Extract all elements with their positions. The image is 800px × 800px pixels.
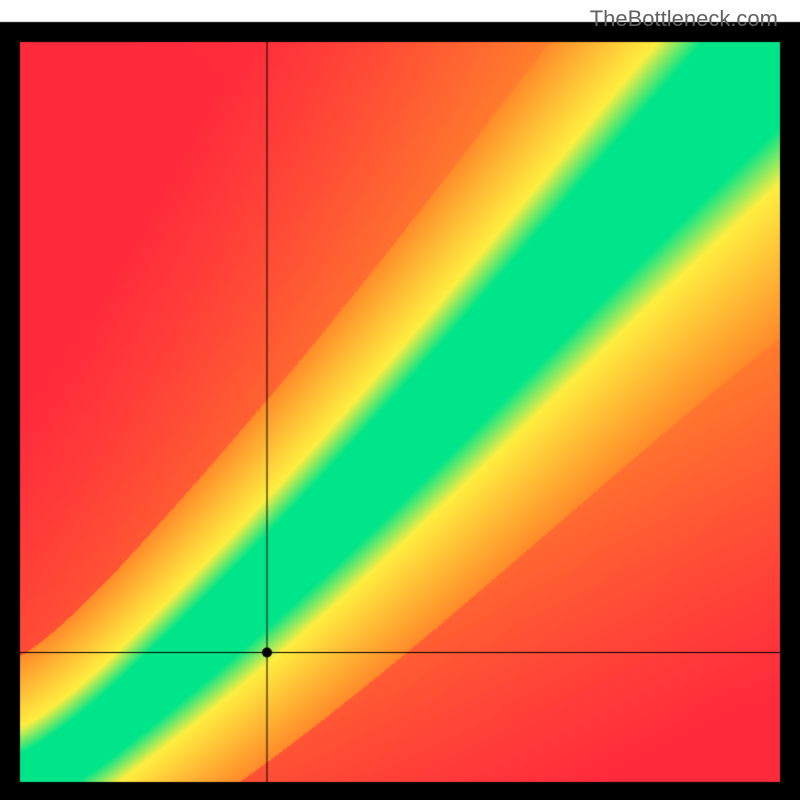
chart-container: TheBottleneck.com (0, 0, 800, 800)
bottleneck-heatmap (0, 0, 800, 800)
watermark-text: TheBottleneck.com (590, 6, 778, 32)
